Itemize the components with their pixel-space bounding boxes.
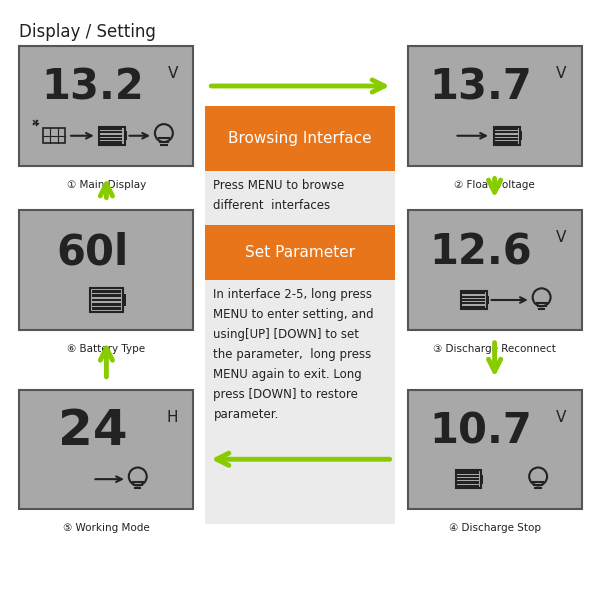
Text: 13.7: 13.7 bbox=[429, 67, 532, 109]
Text: V: V bbox=[556, 410, 566, 425]
Bar bbox=[100, 142, 122, 143]
Bar bbox=[92, 303, 121, 306]
Bar bbox=[463, 296, 485, 298]
Bar bbox=[92, 299, 121, 301]
Bar bbox=[457, 485, 479, 487]
Text: ① Main Display: ① Main Display bbox=[67, 179, 146, 190]
Text: 13.2: 13.2 bbox=[41, 67, 144, 109]
Bar bbox=[496, 128, 518, 130]
Text: ⑥ Battery Type: ⑥ Battery Type bbox=[67, 344, 145, 354]
Text: ④ Discharge Stop: ④ Discharge Stop bbox=[449, 523, 541, 533]
Bar bbox=[457, 472, 479, 473]
Text: In interface 2-5, long press
MENU to enter setting, and
using[UP] [DOWN] to set
: In interface 2-5, long press MENU to ent… bbox=[214, 288, 374, 421]
Text: H: H bbox=[167, 410, 178, 425]
Text: 10.7: 10.7 bbox=[429, 410, 532, 452]
Bar bbox=[43, 128, 65, 143]
Text: Press MENU to browse
different  interfaces: Press MENU to browse different interface… bbox=[214, 179, 344, 212]
Bar bbox=[125, 131, 127, 140]
Bar bbox=[92, 294, 121, 297]
FancyBboxPatch shape bbox=[19, 389, 193, 509]
Bar bbox=[92, 290, 121, 293]
Bar bbox=[496, 134, 518, 137]
Bar bbox=[205, 170, 395, 226]
Bar bbox=[100, 134, 122, 137]
Bar bbox=[463, 292, 485, 295]
Bar bbox=[494, 127, 520, 145]
Bar bbox=[100, 128, 122, 130]
Bar bbox=[123, 294, 126, 306]
Bar bbox=[457, 481, 479, 484]
FancyBboxPatch shape bbox=[19, 211, 193, 330]
Bar bbox=[481, 475, 484, 484]
Bar bbox=[461, 291, 487, 309]
Text: V: V bbox=[556, 230, 566, 245]
Text: 60l: 60l bbox=[56, 231, 128, 273]
Bar bbox=[89, 289, 123, 311]
Bar bbox=[205, 280, 395, 524]
Bar bbox=[100, 131, 122, 133]
Text: V: V bbox=[556, 66, 566, 81]
Bar bbox=[463, 305, 485, 308]
FancyBboxPatch shape bbox=[407, 389, 581, 509]
Bar bbox=[457, 478, 479, 480]
Text: Display / Setting: Display / Setting bbox=[19, 23, 156, 41]
Bar bbox=[457, 475, 479, 477]
Bar bbox=[205, 226, 395, 280]
Bar bbox=[520, 131, 522, 140]
Bar bbox=[455, 470, 481, 488]
Bar bbox=[205, 106, 395, 170]
FancyBboxPatch shape bbox=[19, 46, 193, 166]
Text: ⑤ Working Mode: ⑤ Working Mode bbox=[63, 523, 150, 533]
FancyBboxPatch shape bbox=[407, 46, 581, 166]
Text: Browsing Interface: Browsing Interface bbox=[228, 131, 372, 146]
Bar bbox=[92, 307, 121, 310]
Bar bbox=[487, 296, 489, 304]
Text: 24: 24 bbox=[58, 407, 127, 455]
FancyBboxPatch shape bbox=[407, 211, 581, 330]
Bar bbox=[98, 127, 125, 145]
Text: 12.6: 12.6 bbox=[429, 231, 532, 273]
Bar bbox=[496, 142, 518, 143]
Bar bbox=[463, 302, 485, 304]
Bar bbox=[496, 138, 518, 140]
Text: ② Float Voltage: ② Float Voltage bbox=[454, 179, 535, 190]
Text: ③ Discharge Reconnect: ③ Discharge Reconnect bbox=[433, 344, 556, 354]
Text: Set Parameter: Set Parameter bbox=[245, 245, 355, 260]
Bar bbox=[496, 131, 518, 133]
Bar bbox=[100, 138, 122, 140]
Bar bbox=[463, 299, 485, 301]
Text: V: V bbox=[167, 66, 178, 81]
